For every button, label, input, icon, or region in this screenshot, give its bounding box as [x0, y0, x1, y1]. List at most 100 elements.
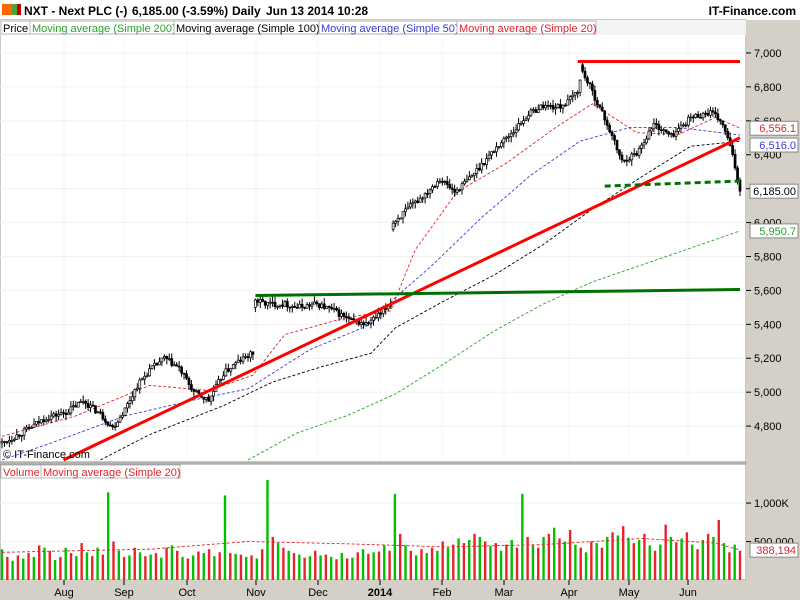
- legend-price[interactable]: Price: [3, 23, 28, 35]
- candle-body: [300, 303, 304, 308]
- candle-body: [74, 405, 78, 408]
- period-label: Daily: [232, 4, 261, 18]
- volume-bar: [207, 549, 211, 580]
- candle-body: [15, 434, 19, 440]
- legend-ma100[interactable]: Moving average (Simple 100): [176, 23, 320, 35]
- candle-body: [305, 304, 309, 309]
- x-tick-label: Sep: [114, 587, 134, 599]
- candle-body: [632, 153, 636, 155]
- price-panel[interactable]: [0, 19, 747, 463]
- candle-body: [440, 180, 444, 183]
- volume-bar: [266, 480, 269, 580]
- candle-body: [541, 104, 545, 109]
- volume-bar: [399, 533, 402, 580]
- legend-volume-ma20[interactable]: Moving average (Simple 20): [43, 467, 181, 479]
- candle-body: [42, 419, 46, 422]
- candle-body: [554, 107, 557, 110]
- legend-ma200[interactable]: Moving average (Simple 200): [32, 23, 176, 35]
- price-tick-label: 6,800: [754, 82, 782, 94]
- candle-body: [605, 119, 609, 126]
- volume-bar: [595, 543, 598, 580]
- volume-bar: [388, 550, 391, 580]
- candle-body: [295, 307, 299, 309]
- candle-body: [217, 379, 220, 386]
- candle-body: [143, 375, 147, 380]
- candle-body: [347, 316, 351, 319]
- candle-body: [468, 176, 471, 181]
- candle-body: [140, 378, 144, 381]
- volume-bar: [436, 550, 439, 580]
- candle-body: [185, 373, 188, 379]
- volume-bar: [483, 541, 487, 580]
- candle-body: [551, 105, 555, 110]
- legend-ma20[interactable]: Moving average (Simple 20): [459, 23, 597, 35]
- candle-body: [598, 104, 602, 108]
- volume-bar: [616, 535, 620, 580]
- candle-body: [492, 151, 496, 154]
- legend-volume[interactable]: Volume: [3, 467, 40, 479]
- ma100-line: [100, 140, 741, 461]
- volume-bar: [101, 554, 105, 580]
- candle-body: [352, 318, 356, 321]
- volume-bar: [552, 527, 556, 580]
- candle-body: [460, 183, 464, 191]
- candle-body: [394, 220, 397, 224]
- support-line[interactable]: [255, 288, 741, 297]
- candle-body: [640, 144, 643, 149]
- volume-bar: [611, 532, 614, 580]
- candle-body: [17, 434, 21, 437]
- volume-bar: [197, 551, 200, 580]
- candle-body: [696, 113, 700, 118]
- candle-body: [576, 92, 579, 94]
- volume-bar: [356, 552, 359, 580]
- trendlines: [62, 59, 741, 462]
- candle-body: [163, 356, 166, 359]
- support-dashed-line[interactable]: [604, 179, 741, 188]
- candle-body: [384, 307, 388, 310]
- ma200-value-label-box: [749, 223, 799, 239]
- volume-bar: [287, 550, 290, 580]
- candle-body: [701, 112, 705, 119]
- candle-body: [59, 412, 63, 415]
- candle-body: [313, 301, 316, 305]
- candle-body: [485, 158, 488, 165]
- volume-bar: [43, 547, 46, 580]
- rising-trendline[interactable]: [62, 136, 741, 462]
- candle-body: [91, 404, 95, 407]
- volume-bar: [292, 553, 296, 580]
- candle-body: [568, 96, 572, 101]
- candle-body: [637, 148, 641, 156]
- volume-bar: [441, 541, 444, 580]
- candle-body: [731, 145, 734, 155]
- candle-body: [524, 118, 528, 121]
- candle-body: [160, 357, 164, 363]
- candle-body: [190, 384, 193, 391]
- candle-body: [563, 104, 567, 107]
- nxt-logo-icon: [2, 4, 21, 15]
- candle-body: [450, 187, 454, 190]
- volume-bar: [515, 547, 519, 580]
- candle-body: [507, 136, 511, 138]
- volume-bar: [149, 554, 152, 580]
- candle-body: [271, 301, 274, 304]
- volume-bar: [319, 555, 322, 580]
- volume-bar: [462, 543, 466, 580]
- candle-body: [187, 378, 191, 385]
- candle-body: [679, 124, 683, 129]
- candle-body: [35, 421, 38, 425]
- volume-bar: [282, 547, 285, 580]
- candle-body: [103, 418, 107, 423]
- candle-body: [657, 124, 661, 131]
- candle-body: [591, 83, 594, 91]
- candle-body: [699, 116, 702, 119]
- candle-body: [529, 109, 533, 117]
- volume-bar: [96, 547, 99, 580]
- candle-body: [647, 130, 651, 140]
- candle-body: [512, 132, 516, 135]
- volume-bar: [377, 551, 381, 580]
- candle-body: [618, 149, 621, 156]
- candle-body: [674, 131, 678, 137]
- candle-body: [290, 306, 294, 308]
- legend-ma50[interactable]: Moving average (Simple 50): [321, 23, 459, 35]
- candle-body: [436, 181, 439, 187]
